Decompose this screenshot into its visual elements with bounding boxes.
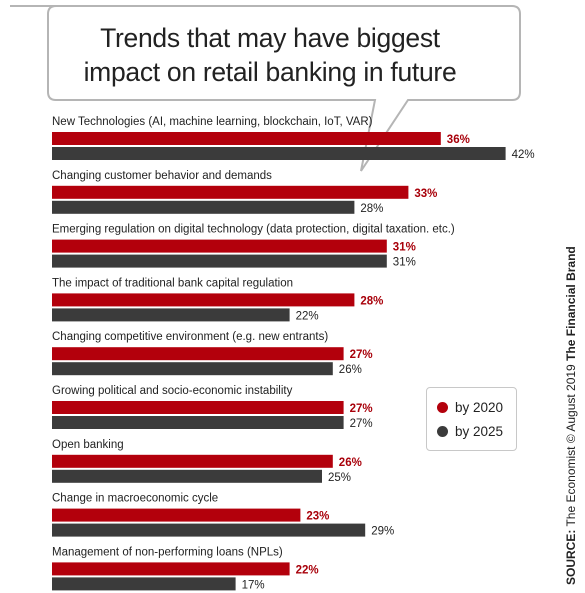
- legend: by 2020 by 2025: [426, 387, 517, 451]
- bar-2025: [52, 469, 322, 483]
- bar-2025: [52, 308, 290, 322]
- value-label-2020: 22%: [296, 564, 319, 576]
- value-label-2025: 17%: [242, 579, 265, 591]
- bar-2020: [52, 293, 355, 307]
- value-label-2025: 27%: [350, 418, 373, 430]
- bar-2020: [52, 185, 409, 199]
- bar-2025: [52, 254, 387, 268]
- value-label-2020: 27%: [350, 403, 373, 415]
- legend-item-2025: by 2025: [437, 424, 503, 439]
- legend-swatch-2025: [437, 426, 448, 437]
- legend-item-2020: by 2020: [437, 400, 503, 415]
- source-label: SOURCE:: [564, 529, 578, 585]
- value-label-2020: 27%: [350, 349, 373, 361]
- bar-2025: [52, 523, 366, 537]
- category-label: Changing competitive environment (e.g. n…: [52, 331, 328, 343]
- bar-2020: [52, 132, 441, 145]
- bar-2020: [52, 508, 301, 522]
- value-label-2025: 28%: [360, 203, 383, 215]
- value-label-2025: 42%: [512, 149, 535, 161]
- legend-label-2020: by 2020: [455, 400, 504, 415]
- value-label-2025: 25%: [328, 472, 351, 484]
- category-label: New Technologies (AI, machine learning, …: [52, 116, 373, 128]
- category-label: Growing political and socio-economic ins…: [52, 385, 293, 397]
- value-label-2025: 22%: [296, 310, 319, 322]
- bar-2020: [52, 401, 344, 414]
- bar-2025: [52, 200, 355, 214]
- legend-swatch-2020: [437, 402, 448, 413]
- bar-2025: [52, 362, 333, 376]
- category-label: Changing customer behavior and demands: [52, 170, 272, 182]
- value-label-2020: 31%: [393, 242, 416, 254]
- category-label: Open banking: [52, 439, 124, 451]
- category-label: Emerging regulation on digital technolog…: [52, 224, 455, 236]
- source-text: The Economist © August 2019: [564, 360, 578, 530]
- source-brand: The Financial Brand: [564, 246, 578, 361]
- value-label-2025: 29%: [371, 526, 394, 538]
- speech-bubble-outline: [10, 5, 521, 172]
- bar-2020: [52, 562, 290, 576]
- chart-title-line-2: impact on retail banking in future: [83, 57, 457, 87]
- chart-title-line-1: Trends that may have biggest: [100, 23, 440, 53]
- value-label-2020: 36%: [447, 134, 470, 146]
- value-label-2025: 31%: [393, 257, 416, 269]
- value-label-2020: 23%: [306, 511, 329, 523]
- value-label-2020: 28%: [360, 295, 383, 307]
- bar-2025: [52, 577, 236, 591]
- bar-2020: [52, 454, 333, 468]
- category-label: The impact of traditional bank capital r…: [52, 277, 293, 289]
- category-label: Change in macroeconomic cycle: [52, 493, 218, 505]
- value-label-2020: 33%: [414, 188, 437, 200]
- source-note: SOURCE: The Economist © August 2019 The …: [564, 246, 578, 585]
- category-label: Management of non-performing loans (NPLs…: [52, 546, 283, 558]
- value-label-2020: 26%: [339, 457, 362, 469]
- value-label-2025: 26%: [339, 364, 362, 376]
- bar-2020: [52, 239, 387, 253]
- bar-2025: [52, 416, 344, 429]
- bar-2020: [52, 347, 344, 361]
- legend-label-2025: by 2025: [455, 424, 504, 439]
- bar-2025: [52, 147, 506, 160]
